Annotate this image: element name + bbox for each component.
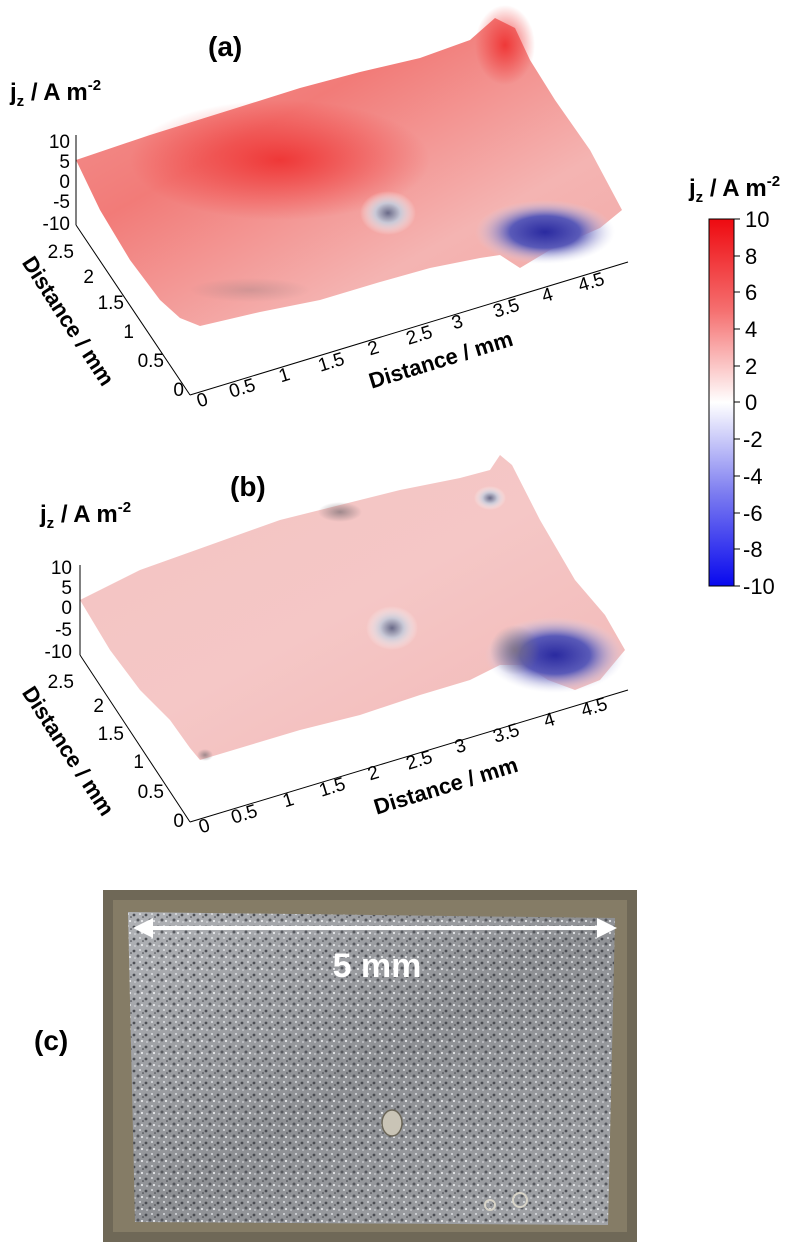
z-ticks-a: 10 5 0 -5 -10 xyxy=(43,132,70,235)
svg-text:1: 1 xyxy=(280,789,296,812)
axes-a xyxy=(75,135,629,396)
y-ticks-b: 2.5 2 1.5 1 0.5 0 xyxy=(48,672,184,832)
hot-corner-a xyxy=(475,5,535,85)
svg-text:1.5: 1.5 xyxy=(98,293,124,314)
shade-top-b xyxy=(318,502,362,522)
svg-text:-2: -2 xyxy=(743,427,763,452)
svg-text:0: 0 xyxy=(61,598,72,619)
y-ticks-a: 2.5 2 1.5 1 0.5 0 xyxy=(48,242,184,401)
svg-text:5: 5 xyxy=(59,152,70,173)
svg-text:4.5: 4.5 xyxy=(576,269,607,297)
svg-text:0: 0 xyxy=(196,815,212,838)
colorbar-title: jz / A m-2 xyxy=(688,173,780,206)
svg-text:4: 4 xyxy=(539,284,556,307)
panel-c: (c) 5 mm xyxy=(34,890,637,1242)
y-axis-label-a: Distance / mm xyxy=(17,252,119,391)
svg-text:4.5: 4.5 xyxy=(579,694,610,722)
svg-text:-4: -4 xyxy=(743,464,763,489)
z-axis-label-a: jz / A m-2 xyxy=(9,77,101,110)
hot-region-a xyxy=(130,100,430,220)
axes-b xyxy=(79,565,629,823)
colorbar: jz / A m-2 10 8 6 4 2 0 -2 -4 -6 -8 xyxy=(688,173,780,599)
svg-text:1: 1 xyxy=(276,364,292,387)
svg-text:-5: -5 xyxy=(53,192,70,213)
svg-text:1.5: 1.5 xyxy=(98,724,124,745)
colorbar-ticks xyxy=(734,218,740,587)
svg-text:2: 2 xyxy=(93,696,104,717)
surface-b xyxy=(80,455,625,760)
svg-text:3.5: 3.5 xyxy=(491,720,522,748)
svg-text:0.5: 0.5 xyxy=(138,782,164,803)
svg-text:2.5: 2.5 xyxy=(48,242,74,263)
svg-text:0: 0 xyxy=(194,389,210,412)
svg-text:4: 4 xyxy=(745,317,757,342)
svg-text:3.5: 3.5 xyxy=(491,295,522,323)
svg-text:10: 10 xyxy=(51,558,72,579)
pit-top-b xyxy=(474,486,506,510)
svg-text:2: 2 xyxy=(365,762,381,785)
svg-text:0.5: 0.5 xyxy=(138,351,164,372)
svg-text:2: 2 xyxy=(83,267,94,288)
svg-text:3: 3 xyxy=(449,311,465,334)
scale-arrow xyxy=(133,918,617,938)
svg-text:5: 5 xyxy=(61,578,72,599)
svg-text:0.5: 0.5 xyxy=(229,801,260,829)
pit-b xyxy=(366,606,418,650)
svg-text:-6: -6 xyxy=(743,501,763,526)
svg-text:2: 2 xyxy=(365,337,381,360)
svg-text:0.5: 0.5 xyxy=(227,375,258,403)
svg-text:1: 1 xyxy=(133,752,144,773)
colorbar-gradient xyxy=(708,218,735,587)
shade-b-2 xyxy=(197,749,213,761)
shade-b-1 xyxy=(490,625,540,675)
svg-text:10: 10 xyxy=(49,132,70,153)
panel-label-b: (b) xyxy=(230,471,266,502)
svg-text:1: 1 xyxy=(123,322,134,343)
shade-a-1 xyxy=(190,278,310,302)
svg-text:0: 0 xyxy=(173,380,184,401)
x-axis-label-b: Distance / mm xyxy=(371,752,521,820)
photo-speckle xyxy=(128,912,615,1225)
z-ticks-b: 10 5 0 -5 -10 xyxy=(45,558,72,663)
svg-text:-10: -10 xyxy=(45,642,72,663)
svg-text:8: 8 xyxy=(745,244,757,269)
x-axis-label-a: Distance / mm xyxy=(366,326,516,394)
svg-text:1.5: 1.5 xyxy=(316,349,347,377)
svg-text:-10: -10 xyxy=(43,214,70,235)
y-axis-label-b: Distance / mm xyxy=(17,682,119,821)
svg-text:0: 0 xyxy=(745,390,757,415)
cathodic-edge-a xyxy=(475,200,615,264)
svg-text:0: 0 xyxy=(173,811,184,832)
pit-a xyxy=(360,191,416,235)
svg-text:2.5: 2.5 xyxy=(404,322,435,350)
svg-text:1.5: 1.5 xyxy=(317,774,348,802)
svg-text:2: 2 xyxy=(745,354,757,379)
panel-a: (a) jz / A m-2 10 5 0 -5 -10 2.5 2 1.5 1 xyxy=(9,5,629,412)
svg-text:2.5: 2.5 xyxy=(404,747,435,775)
panel-b: (b) jz / A m-2 10 5 0 -5 -10 2.5 2 1.5 1 xyxy=(17,455,629,838)
svg-text:-10: -10 xyxy=(743,574,775,599)
z-axis-label-b: jz / A m-2 xyxy=(39,499,131,532)
photo-bubble-1 xyxy=(512,1192,528,1208)
svg-text:6: 6 xyxy=(745,280,757,305)
svg-text:0: 0 xyxy=(59,172,70,193)
svg-text:4: 4 xyxy=(541,709,558,732)
photo-bubble-2 xyxy=(484,1199,496,1211)
colorbar-tick-labels: 10 8 6 4 2 0 -2 -4 -6 -8 -10 xyxy=(743,207,775,599)
scale-label: 5 mm xyxy=(333,947,422,985)
svg-text:2.5: 2.5 xyxy=(48,672,74,693)
svg-text:10: 10 xyxy=(745,207,769,232)
panel-label-c: (c) xyxy=(34,1025,68,1056)
svg-text:-8: -8 xyxy=(743,537,763,562)
svg-text:-5: -5 xyxy=(55,620,72,641)
panel-label-a: (a) xyxy=(208,31,242,62)
photo-pit xyxy=(381,1109,403,1137)
